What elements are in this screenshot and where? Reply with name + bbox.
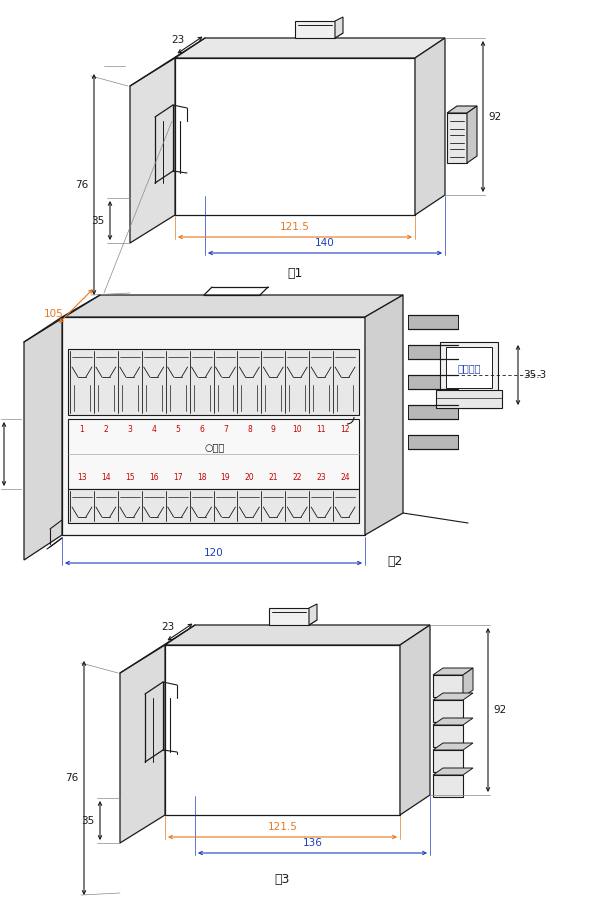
Polygon shape bbox=[408, 315, 458, 329]
Polygon shape bbox=[408, 345, 458, 359]
Polygon shape bbox=[165, 625, 430, 645]
Text: 35.3: 35.3 bbox=[523, 370, 546, 380]
Polygon shape bbox=[433, 743, 473, 750]
Polygon shape bbox=[467, 106, 477, 163]
Text: 20: 20 bbox=[245, 472, 254, 481]
Polygon shape bbox=[447, 106, 477, 113]
Polygon shape bbox=[463, 668, 473, 697]
Text: 图3: 图3 bbox=[274, 873, 289, 886]
Text: 16: 16 bbox=[149, 472, 158, 481]
Text: 10: 10 bbox=[292, 425, 302, 433]
Text: 92: 92 bbox=[488, 112, 501, 122]
Text: 136: 136 bbox=[303, 838, 322, 848]
Polygon shape bbox=[24, 317, 62, 560]
Text: 9: 9 bbox=[271, 425, 276, 433]
Text: 121.5: 121.5 bbox=[267, 822, 297, 832]
Text: 13: 13 bbox=[77, 472, 87, 481]
Polygon shape bbox=[62, 317, 365, 535]
Polygon shape bbox=[295, 33, 343, 38]
Text: 22: 22 bbox=[292, 472, 302, 481]
Text: ○电源: ○电源 bbox=[205, 442, 225, 452]
Polygon shape bbox=[433, 750, 463, 772]
Polygon shape bbox=[436, 390, 502, 408]
Text: 140: 140 bbox=[315, 238, 335, 248]
Text: 12: 12 bbox=[340, 425, 350, 433]
Polygon shape bbox=[365, 295, 403, 535]
Polygon shape bbox=[408, 375, 458, 389]
Polygon shape bbox=[433, 675, 463, 697]
Text: 6: 6 bbox=[199, 425, 204, 433]
Text: 1: 1 bbox=[80, 425, 84, 433]
Polygon shape bbox=[433, 725, 463, 747]
Polygon shape bbox=[165, 645, 400, 815]
Text: 121.5: 121.5 bbox=[280, 222, 310, 232]
Text: 105: 105 bbox=[44, 309, 64, 319]
Polygon shape bbox=[120, 645, 165, 843]
Text: 2: 2 bbox=[103, 425, 108, 433]
Text: 5: 5 bbox=[175, 425, 180, 433]
Polygon shape bbox=[446, 347, 492, 388]
Polygon shape bbox=[447, 113, 467, 163]
Polygon shape bbox=[62, 295, 403, 317]
Text: 7: 7 bbox=[223, 425, 228, 433]
Text: 23: 23 bbox=[161, 622, 175, 632]
Text: 23: 23 bbox=[316, 472, 326, 481]
Polygon shape bbox=[130, 58, 175, 243]
Text: 图2: 图2 bbox=[387, 555, 402, 568]
Text: 图1: 图1 bbox=[287, 267, 303, 280]
Text: 92: 92 bbox=[493, 705, 507, 715]
Polygon shape bbox=[415, 38, 445, 215]
Text: 14: 14 bbox=[101, 472, 111, 481]
Polygon shape bbox=[175, 58, 415, 215]
Polygon shape bbox=[433, 775, 463, 797]
Text: 4: 4 bbox=[151, 425, 156, 433]
Polygon shape bbox=[433, 768, 473, 775]
Text: 11: 11 bbox=[316, 425, 326, 433]
Text: 35: 35 bbox=[81, 815, 94, 825]
Text: 3: 3 bbox=[127, 425, 132, 433]
Polygon shape bbox=[408, 435, 458, 449]
Text: 15: 15 bbox=[125, 472, 135, 481]
Text: 19: 19 bbox=[221, 472, 230, 481]
Polygon shape bbox=[433, 718, 473, 725]
Text: 76: 76 bbox=[65, 773, 78, 783]
Polygon shape bbox=[335, 17, 343, 38]
Polygon shape bbox=[400, 625, 430, 815]
Polygon shape bbox=[68, 419, 359, 489]
Text: 76: 76 bbox=[75, 180, 88, 190]
Polygon shape bbox=[68, 349, 359, 415]
Text: 23: 23 bbox=[172, 35, 185, 45]
Text: 24: 24 bbox=[340, 472, 350, 481]
Polygon shape bbox=[408, 405, 458, 419]
Polygon shape bbox=[269, 620, 317, 625]
Polygon shape bbox=[175, 38, 445, 58]
Text: 35: 35 bbox=[91, 215, 104, 225]
Text: 120: 120 bbox=[204, 548, 224, 558]
Polygon shape bbox=[269, 608, 309, 625]
Text: 8: 8 bbox=[247, 425, 252, 433]
Polygon shape bbox=[433, 700, 463, 722]
Text: 安装导轨: 安装导轨 bbox=[457, 363, 481, 373]
Text: 21: 21 bbox=[269, 472, 278, 481]
Polygon shape bbox=[309, 604, 317, 625]
Text: 18: 18 bbox=[197, 472, 206, 481]
Polygon shape bbox=[68, 489, 359, 523]
Polygon shape bbox=[433, 668, 473, 675]
Polygon shape bbox=[295, 21, 335, 38]
Polygon shape bbox=[433, 693, 473, 700]
Polygon shape bbox=[440, 342, 498, 408]
Text: 17: 17 bbox=[173, 472, 182, 481]
